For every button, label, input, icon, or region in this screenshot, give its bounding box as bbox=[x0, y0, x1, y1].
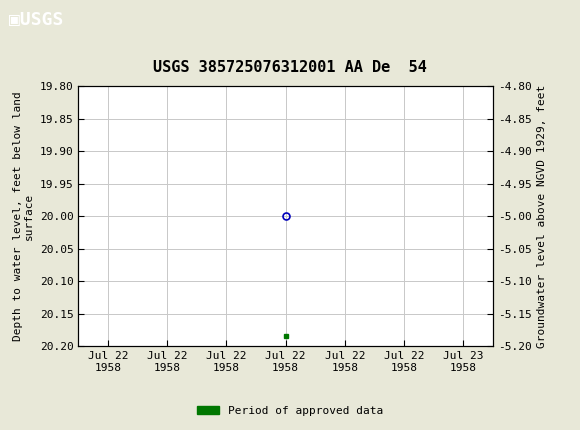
Text: ▣USGS: ▣USGS bbox=[9, 12, 63, 29]
Y-axis label: Depth to water level, feet below land
surface: Depth to water level, feet below land su… bbox=[13, 91, 34, 341]
Text: USGS 385725076312001 AA De  54: USGS 385725076312001 AA De 54 bbox=[153, 60, 427, 75]
Y-axis label: Groundwater level above NGVD 1929, feet: Groundwater level above NGVD 1929, feet bbox=[537, 84, 547, 348]
Legend: Period of approved data: Period of approved data bbox=[193, 401, 387, 420]
